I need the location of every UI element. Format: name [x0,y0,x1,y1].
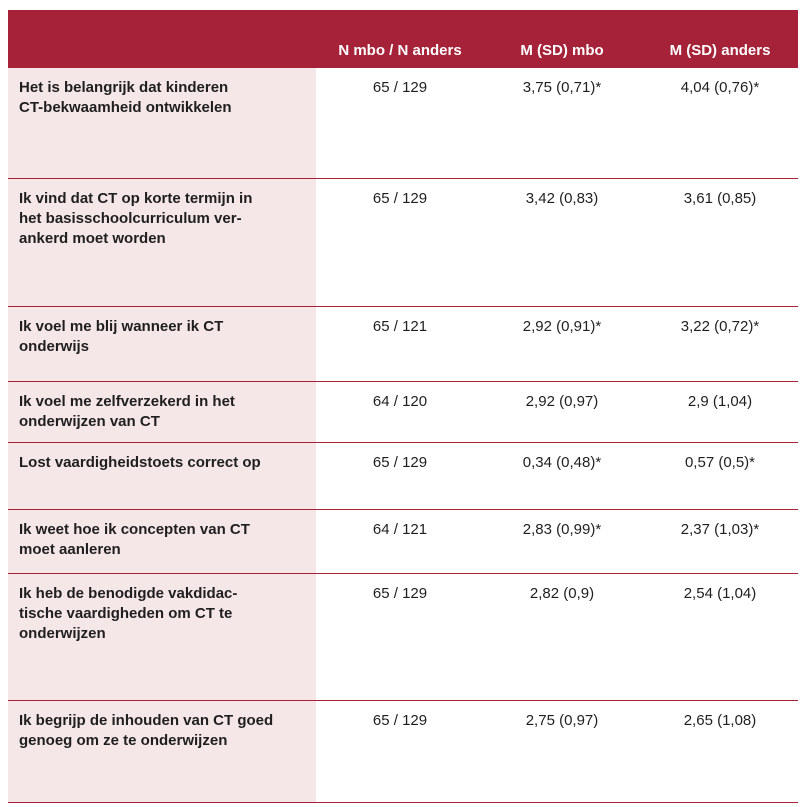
row-label-cell: Lost vaardigheidstoets correct op [8,443,316,509]
cell-n: 65 / 129 [372,454,428,471]
cell-anders: 2,65 (1,08) [683,712,757,729]
row-label-cell: Ik vind dat CT op korte termijn in het ba… [8,179,316,306]
row-label: Ik vind dat CT op korte termijn in het ba… [19,190,253,247]
row-label: Ik weet hoe ik concepten van CT moet aanl… [19,521,250,558]
row-label-cell: Het is belangrijk dat kinderen CT-bekwaam… [8,68,316,178]
table-row: Ik heb de benodigde vakdidac-tische vaar… [8,574,798,701]
cell-anders: 2,37 (1,03)* [680,521,760,538]
cell-anders: 2,9 (1,04) [687,393,753,410]
row-label: Ik voel me zelfverzekerd in het onderwijz… [19,393,235,430]
cell-anders: 3,22 (0,72)* [680,318,760,335]
row-label: Ik heb de benodigde vakdidac-tische vaar… [19,585,238,642]
cell-mbo: 2,83 (0,99)* [522,521,602,538]
cell-n: 64 / 121 [372,521,428,538]
cell-mbo: 2,82 (0,9) [529,585,595,602]
row-label: Ik begrijp de inhouden van CT goed genoeg… [19,712,274,749]
table-row: Het is belangrijk dat kinderen CT-bekwaam… [8,68,798,179]
row-label: Lost vaardigheidstoets correct op [19,454,261,471]
row-label-cell: Ik voel me zelfverzekerd in het onderwijz… [8,382,316,442]
table-row: Lost vaardigheidstoets correct op 65 / 12… [8,443,798,510]
cell-mbo: 3,42 (0,83) [525,190,599,207]
cell-anders: 4,04 (0,76)* [680,79,760,96]
row-label-cell: Ik begrijp de inhouden van CT goed genoeg… [8,701,316,802]
table-header: N mbo / N anders M (SD) mbo M (SD) ander… [8,10,798,68]
cell-mbo: 2,92 (0,91)* [522,318,602,335]
cell-mbo: 3,75 (0,71)* [522,79,602,96]
table-body: Het is belangrijk dat kinderen CT-bekwaam… [8,68,798,803]
cell-n: 65 / 129 [372,190,428,207]
cell-mbo: 0,34 (0,48)* [522,454,602,471]
cell-n: 65 / 129 [372,712,428,729]
cell-anders: 3,61 (0,85) [683,190,757,207]
table-row: Ik voel me zelfverzekerd in het onderwijz… [8,382,798,443]
cell-n: 65 / 121 [372,318,428,335]
cell-mbo: 2,75 (0,97) [525,712,599,729]
cell-n: 65 / 129 [372,79,428,96]
table-row: Ik vind dat CT op korte termijn in het ba… [8,179,798,307]
row-label-cell: Ik heb de benodigde vakdidac-tische vaar… [8,574,316,700]
row-label: Het is belangrijk dat kinderen CT-bekwaam… [19,79,232,116]
table-row: Ik weet hoe ik concepten van CT moet aanl… [8,510,798,574]
cell-mbo: 2,92 (0,97) [525,393,599,410]
header-mbo: M (SD) mbo [520,42,604,59]
cell-anders: 2,54 (1,04) [683,585,757,602]
data-table: N mbo / N anders M (SD) mbo M (SD) ander… [8,10,798,803]
cell-n: 65 / 129 [372,585,428,602]
header-anders: M (SD) anders [669,42,771,59]
table-row: Ik voel me blij wanneer ik CT onderwijs 65… [8,307,798,382]
cell-n: 64 / 120 [372,393,428,410]
row-label: Ik voel me blij wanneer ik CT onderwijs [19,318,224,355]
header-n: N mbo / N anders [338,42,462,59]
row-label-cell: Ik voel me blij wanneer ik CT onderwijs [8,307,316,381]
table-row: Ik begrijp de inhouden van CT goed genoeg… [8,701,798,803]
row-label-cell: Ik weet hoe ik concepten van CT moet aanl… [8,510,316,573]
cell-anders: 0,57 (0,5)* [684,454,756,471]
